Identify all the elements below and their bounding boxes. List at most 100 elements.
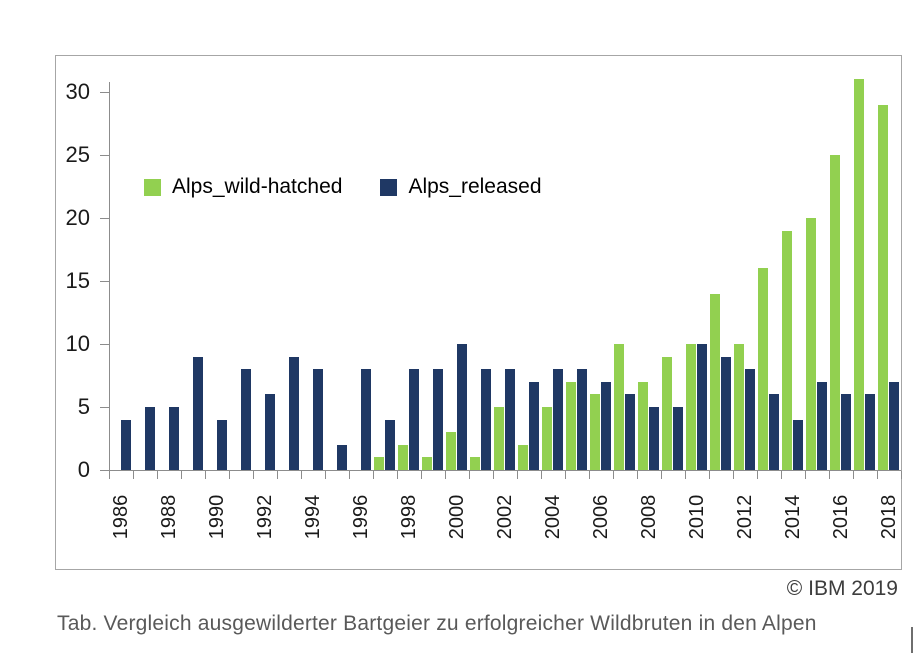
bar-wild-hatched-2013 xyxy=(758,268,768,470)
bar-wild-hatched-2012 xyxy=(734,344,744,470)
bar-wild-hatched-2008 xyxy=(638,382,648,470)
bar-wild-hatched-2014 xyxy=(782,231,792,470)
x-axis-tick xyxy=(565,471,566,479)
bar-released-1990 xyxy=(217,420,227,470)
y-axis-tick xyxy=(100,92,109,93)
bar-released-2009 xyxy=(673,407,683,470)
bar-released-2011 xyxy=(721,357,731,470)
x-axis-tick xyxy=(301,471,302,479)
x-axis-tick xyxy=(589,471,590,479)
bar-released-2018 xyxy=(889,382,899,470)
bar-released-1986 xyxy=(121,420,131,470)
x-axis-tick-label: 1990 xyxy=(206,494,228,540)
x-axis-tick-label: 2000 xyxy=(446,494,468,540)
y-axis-tick xyxy=(100,281,109,282)
y-axis-tick xyxy=(100,155,109,156)
bar-released-2004 xyxy=(553,369,563,470)
x-axis-tick-label: 2010 xyxy=(686,494,708,540)
y-axis-tick-label: 15 xyxy=(65,268,90,293)
x-axis-tick xyxy=(877,471,878,479)
x-axis-tick-label: 2016 xyxy=(830,494,852,540)
x-axis-tick xyxy=(853,471,854,479)
bar-wild-hatched-1998 xyxy=(398,445,408,470)
y-axis-tick-label: 20 xyxy=(65,205,90,230)
bar-released-2016 xyxy=(841,394,851,470)
bar-released-2015 xyxy=(817,382,827,470)
bar-wild-hatched-2006 xyxy=(590,394,600,470)
x-axis-tick-label: 2004 xyxy=(542,494,564,540)
x-axis-tick-label: 1992 xyxy=(254,494,276,540)
bar-wild-hatched-2017 xyxy=(854,79,864,470)
x-axis-tick xyxy=(661,471,662,479)
x-axis-tick xyxy=(829,471,830,479)
bar-wild-hatched-2007 xyxy=(614,344,624,470)
chart-caption: Tab. Vergleich ausgewilderter Bartgeier … xyxy=(57,612,817,635)
y-axis-tick-label: 0 xyxy=(77,457,90,482)
x-axis-tick xyxy=(541,471,542,479)
x-axis-tick-label: 2018 xyxy=(878,494,900,540)
bar-wild-hatched-2016 xyxy=(830,155,840,470)
x-axis-tick xyxy=(277,471,278,479)
bar-released-2010 xyxy=(697,344,707,470)
legend-label-wild-hatched: Alps_wild-hatched xyxy=(172,175,343,198)
bar-wild-hatched-2015 xyxy=(806,218,816,470)
x-axis-tick xyxy=(109,471,110,479)
x-axis-tick-label: 1986 xyxy=(110,494,132,540)
y-axis-tick xyxy=(100,218,109,219)
y-axis-tick-label: 5 xyxy=(77,394,90,419)
legend-swatch-wild-hatched-icon xyxy=(144,178,161,196)
copyright-text: © IBM 2019 xyxy=(786,577,898,600)
x-axis-tick xyxy=(517,471,518,479)
bar-released-1997 xyxy=(385,420,395,470)
x-axis-tick-label: 2012 xyxy=(734,494,756,540)
y-axis-tick-label: 10 xyxy=(65,331,90,356)
bar-released-2012 xyxy=(745,369,755,470)
y-axis-tick xyxy=(100,344,109,345)
bar-released-1993 xyxy=(289,357,299,470)
bar-released-1994 xyxy=(313,369,323,470)
bar-released-1988 xyxy=(169,407,179,470)
bar-wild-hatched-2009 xyxy=(662,357,672,470)
bar-released-2001 xyxy=(481,369,491,470)
x-axis-tick xyxy=(613,471,614,479)
x-axis-tick xyxy=(493,471,494,479)
bar-wild-hatched-2002 xyxy=(494,407,504,470)
bar-released-1992 xyxy=(265,394,275,470)
x-axis-tick-label: 1994 xyxy=(302,494,324,540)
x-axis-tick xyxy=(637,471,638,479)
legend-swatch-released-icon xyxy=(380,178,398,196)
x-axis-tick xyxy=(373,471,374,479)
x-axis-tick-label: 2002 xyxy=(494,494,516,540)
bar-released-2006 xyxy=(601,382,611,470)
bar-released-1989 xyxy=(193,357,203,470)
bar-released-1996 xyxy=(361,369,371,470)
screen-edge-artifact xyxy=(911,627,913,653)
bar-wild-hatched-2001 xyxy=(470,457,480,470)
bar-wild-hatched-2005 xyxy=(566,382,576,470)
bar-wild-hatched-2011 xyxy=(710,294,720,470)
y-axis-tick-label: 25 xyxy=(65,142,90,167)
bar-wild-hatched-1999 xyxy=(422,457,432,470)
x-axis-tick xyxy=(709,471,710,479)
x-axis-tick-label: 2008 xyxy=(638,494,660,540)
bar-released-2013 xyxy=(769,394,779,470)
chart-frame: 0 5 10 15 20 25 30 1986 1988 1990 1992 1994 1996 1998… xyxy=(55,55,902,570)
x-axis-tick xyxy=(781,471,782,479)
bar-wild-hatched-2010 xyxy=(686,344,696,470)
y-axis-tick xyxy=(100,470,109,471)
bar-released-1987 xyxy=(145,407,155,470)
x-axis-tick xyxy=(229,471,230,479)
x-axis-tick xyxy=(685,471,686,479)
legend-item-wild-hatched: Alps_wild-hatched xyxy=(144,176,342,198)
x-axis-tick xyxy=(133,471,134,479)
x-axis-tick xyxy=(157,471,158,479)
x-axis-tick xyxy=(757,471,758,479)
bar-released-2014 xyxy=(793,420,803,470)
bar-released-2005 xyxy=(577,369,587,470)
x-axis-tick xyxy=(805,471,806,479)
bar-wild-hatched-2018 xyxy=(878,105,888,470)
bar-wild-hatched-2000 xyxy=(446,432,456,470)
x-axis-tick xyxy=(253,471,254,479)
bar-released-1991 xyxy=(241,369,251,470)
